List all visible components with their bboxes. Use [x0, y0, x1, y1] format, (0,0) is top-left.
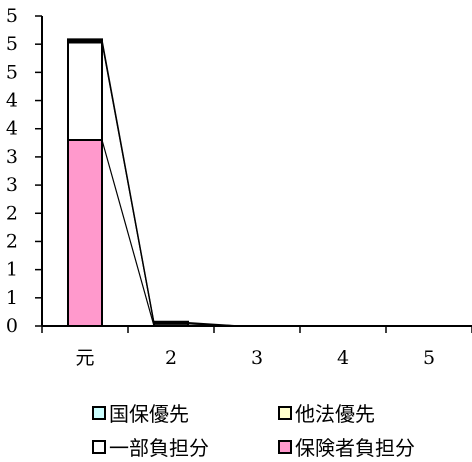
- y-tick-label: 4: [6, 90, 18, 112]
- legend-label-kokuho: 国保優先: [109, 402, 189, 426]
- x-tick-label: 元: [75, 347, 94, 369]
- x-tick-label: 2: [165, 347, 177, 369]
- y-axis-ticks: 0 1 1 2 2 3 3 4 4 5 5 5: [6, 5, 42, 337]
- y-tick-label: 2: [6, 202, 18, 224]
- x-tick-label: 3: [251, 347, 263, 369]
- y-tick-label: 0: [6, 315, 18, 337]
- bars: [67, 38, 189, 327]
- legend-swatch-ichibu: [92, 439, 106, 454]
- legend-item-tahou: 他法優先: [278, 398, 375, 427]
- series-line-1: [101, 139, 412, 327]
- series-lines: [101, 39, 412, 327]
- y-tick-label: 2: [6, 230, 18, 252]
- legend-item-hokensha: 保険者負担分: [278, 432, 415, 461]
- series-line-2: [101, 42, 412, 327]
- series-line-4: [101, 39, 412, 327]
- y-tick-label: 3: [6, 146, 18, 168]
- x-tick-label: 5: [423, 347, 435, 369]
- legend: 国保優先 他法優先 一部負担分 保険者負担分: [0, 388, 472, 462]
- legend-swatch-hokensha: [278, 439, 292, 454]
- stacked-bar-chart: 0 1 1 2 2 3 3 4 4 5 5 5 元 2 3 4 5: [6, 5, 472, 369]
- bar-segment-4: [67, 38, 103, 43]
- bar-segment-4: [153, 320, 189, 325]
- legend-swatch-tahou: [278, 405, 292, 420]
- legend-label-hokensha: 保険者負担分: [295, 436, 415, 460]
- y-tick-label: 3: [6, 174, 18, 196]
- x-axis-ticks: 元 2 3 4 5: [41, 326, 472, 369]
- y-tick-label: 5: [6, 61, 18, 83]
- y-tick-label: 1: [6, 259, 18, 281]
- legend-swatch-kokuho: [92, 405, 106, 420]
- x-tick-label: 4: [337, 347, 349, 369]
- y-tick-label: 5: [6, 5, 18, 27]
- y-tick-label: 1: [6, 287, 18, 309]
- legend-label-tahou: 他法優先: [295, 402, 375, 426]
- series-line-3: [101, 41, 412, 327]
- legend-item-ichibu: 一部負担分: [92, 432, 209, 461]
- legend-item-kokuho: 国保優先: [92, 398, 189, 427]
- y-tick-label: 4: [6, 118, 18, 140]
- bar-segment-1: [67, 139, 103, 327]
- legend-label-ichibu: 一部負担分: [109, 436, 209, 460]
- y-tick-label: 5: [6, 33, 18, 55]
- bar-segment-2: [67, 41, 103, 142]
